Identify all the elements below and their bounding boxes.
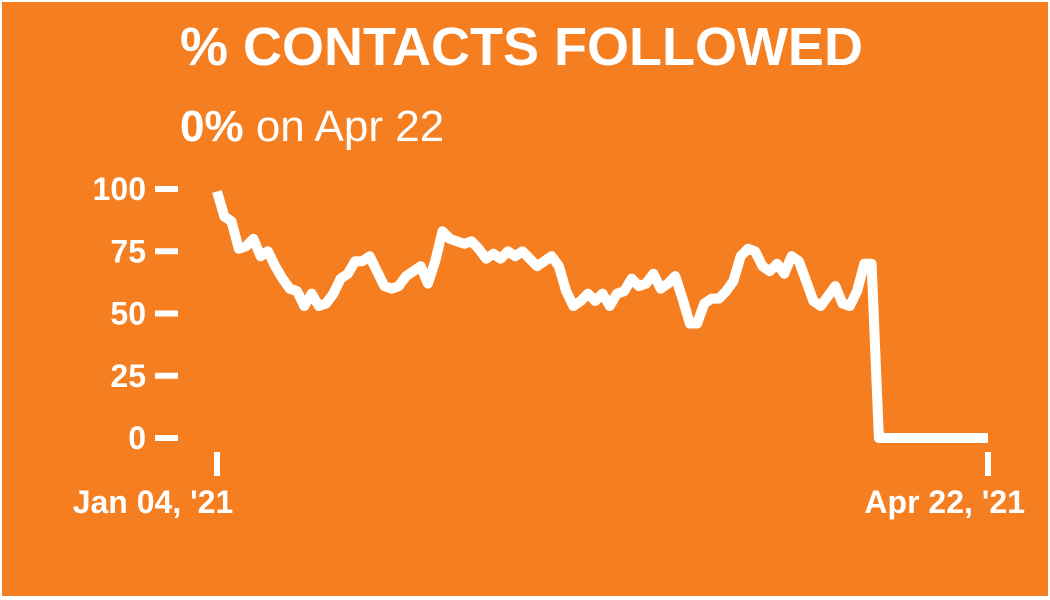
subtitle-text: on Apr 22 (243, 102, 445, 151)
x-axis: Jan 04, '21 Apr 22, '21 (73, 452, 1025, 520)
chart-title: % CONTACTS FOLLOWED (180, 17, 863, 77)
x-tick-label: Jan 04, '21 (73, 484, 234, 520)
y-tick-label: 100 (93, 171, 146, 207)
subtitle-value: 0% (180, 102, 244, 151)
y-axis: 0 25 50 75 100 (93, 171, 178, 456)
y-tick-label: 50 (110, 296, 146, 332)
y-tick-label: 25 (110, 358, 146, 394)
series-line (212, 190, 988, 443)
y-tick-label: 0 (128, 420, 146, 456)
plot-area (212, 190, 988, 443)
x-tick-label: Apr 22, '21 (864, 484, 1025, 520)
y-tick-label: 75 (110, 233, 146, 269)
chart-subtitle: 0% on Apr 22 (180, 102, 444, 152)
